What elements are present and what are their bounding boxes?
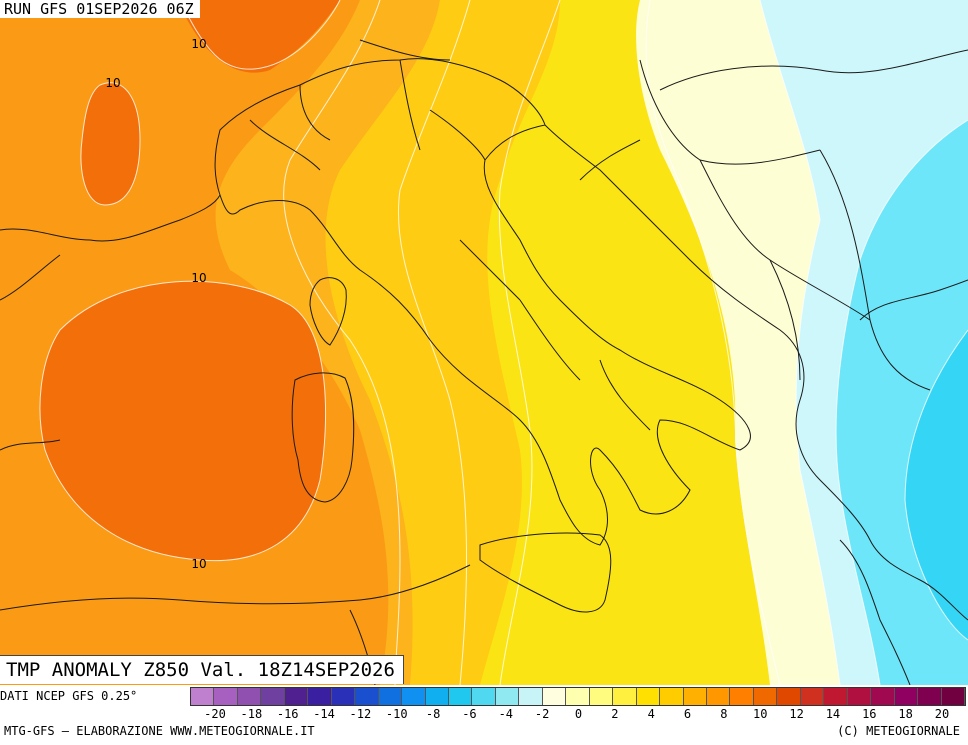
colorbar-cell (495, 688, 520, 705)
colorbar-tick-label: -20 (204, 707, 226, 721)
colorbar-tick-label: -16 (276, 707, 299, 721)
colorbar-tick-label: -14 (313, 707, 335, 721)
colorbar-cell (519, 688, 543, 705)
colorbar-cell (191, 688, 215, 705)
colorbar-cell (824, 688, 848, 705)
coastlines (0, 39, 968, 685)
colorbar-tick-label: -6 (462, 707, 477, 721)
contour-label: 10 (105, 76, 120, 90)
colorbar-tick-label: 20 (934, 707, 950, 721)
colorbar-cell (425, 688, 449, 705)
contour-label: 10 (191, 557, 206, 571)
colorbar-cell (753, 688, 778, 705)
colorbar-cell (214, 688, 238, 705)
data-source-label: DATI NCEP GFS 0.25° (0, 689, 138, 703)
band-orange-deep-center (40, 281, 326, 561)
colorbar-cell (261, 688, 285, 705)
colorbar-tick-label: 6 (683, 707, 692, 721)
colorbar-ticks: -20 -18 -16 -14 -12 -10 -8 -6 -4 -2 0 2 4 6 8 10 12 14 16 1… (190, 707, 966, 723)
colorbar-tick-label: 16 (862, 707, 877, 721)
colorbar-tick-label: 0 (574, 707, 583, 721)
colorbar-tick-label: 2 (611, 707, 619, 721)
isolines (39, 0, 968, 685)
colorbar-tick-label: 18 (898, 707, 913, 721)
contour-label: 10 (191, 37, 206, 51)
colorbar-cell (613, 688, 637, 705)
colorbar-tick-label: -18 (240, 707, 263, 721)
colorbar-cell (355, 688, 379, 705)
colorbar-cell (589, 688, 614, 705)
colorbar-cell (918, 688, 942, 705)
colorbar-tick-label: -2 (534, 707, 550, 721)
colorbar-tick-label: 14 (825, 707, 841, 721)
colorbar-tick-label: -4 (498, 707, 514, 721)
colorbar-cell (284, 688, 309, 705)
colorbar-cell (636, 688, 661, 705)
colorbar (190, 687, 966, 706)
band-orange-deep-west (80, 82, 140, 205)
footer-copyright: (C) METEOGIORNALE (837, 724, 960, 738)
colorbar-cell (237, 688, 262, 705)
colorbar-cell (308, 688, 332, 705)
colorbar-tick-label: -8 (425, 707, 441, 721)
colorbar-cell (730, 688, 754, 705)
colorbar-cell (683, 688, 707, 705)
colorbar-tick-label: 10 (753, 707, 768, 721)
band-orange-deep-north (180, 0, 340, 73)
colorbar-tick-label: 8 (720, 707, 728, 721)
colorbar-cell (706, 688, 731, 705)
footer-credit: MTG-GFS — ELABORAZIONE WWW.METEOGIORNALE… (4, 724, 315, 738)
temperature-anomaly-map: 10 10 10 10 (0, 0, 968, 685)
colorbar-cell (331, 688, 356, 705)
colorbar-cell (472, 688, 496, 705)
colorbar-tick-label: 12 (789, 707, 804, 721)
map-title: TMP ANOMALY Z850 Val. 18Z14SEP2026 (0, 655, 404, 684)
run-label: RUN GFS 01SEP2026 06Z (0, 0, 200, 18)
colorbar-tick-label: -12 (349, 707, 372, 721)
colorbar-cell (777, 688, 801, 705)
colorbar-cell (800, 688, 825, 705)
colorbar-cell (542, 688, 567, 705)
colorbar-cell (660, 688, 684, 705)
colorbar-cell (402, 688, 426, 705)
contour-label: 10 (191, 271, 206, 285)
colorbar-cell (448, 688, 473, 705)
band-cyan-deep (905, 330, 968, 640)
colorbar-cell (378, 688, 403, 705)
colorbar-cell (566, 688, 590, 705)
colorbar-cell (894, 688, 919, 705)
colorbar-tick-label: 4 (647, 707, 655, 721)
colorbar-cell (847, 688, 872, 705)
colorbar-cell (871, 688, 895, 705)
colorbar-tick-label: -10 (385, 707, 408, 721)
colorbar-cell (941, 688, 965, 705)
